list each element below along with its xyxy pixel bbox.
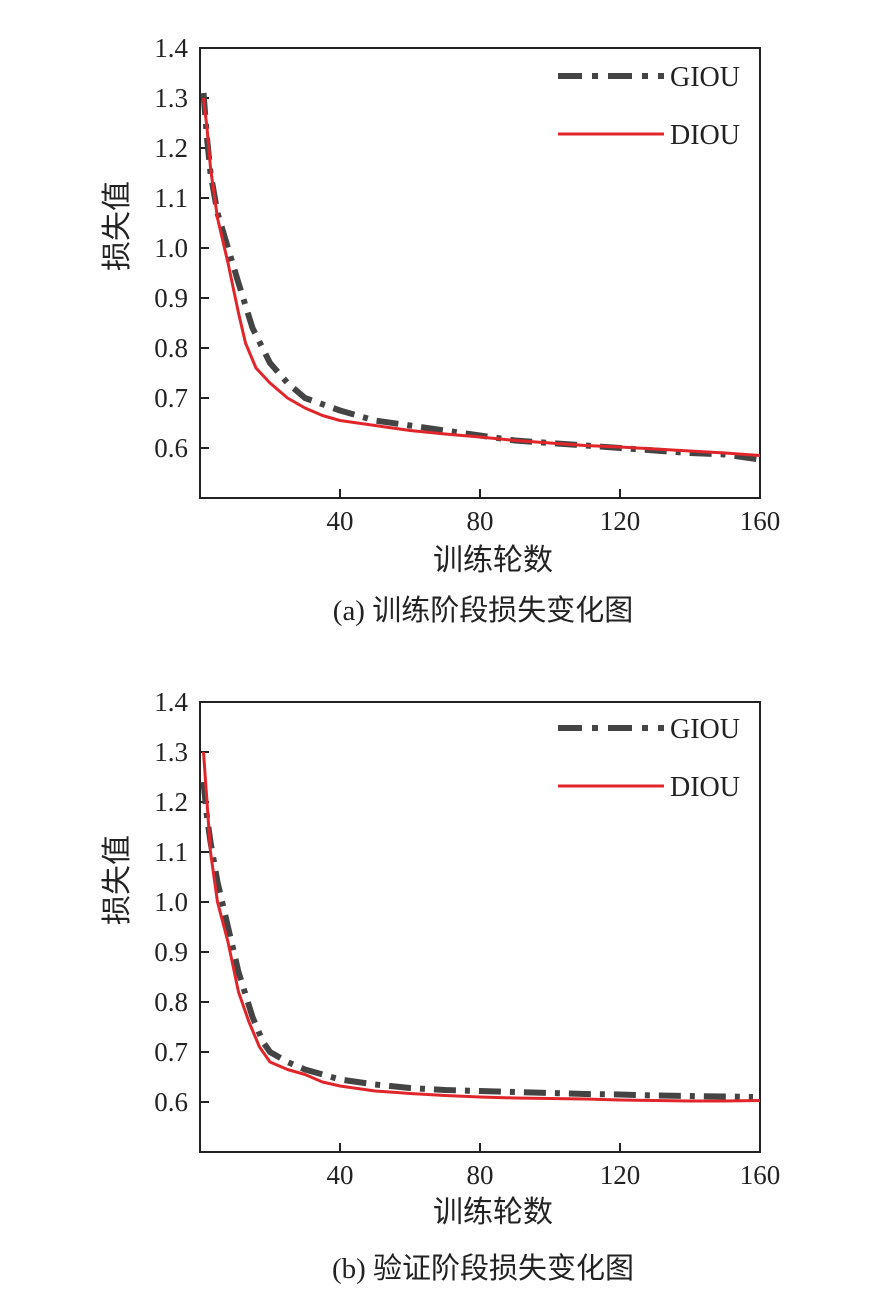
plot-frame [199, 701, 761, 1153]
y-tick-label: 0.9 [154, 937, 188, 967]
x-tick-label: 40 [327, 506, 354, 536]
legend: GIOU DIOU [558, 62, 740, 151]
legend: GIOU DIOU [558, 714, 740, 803]
y-tick-group: 0.6 0.7 0.8 0.9 1.0 1.1 1.2 1.3 1.4 [154, 687, 209, 1117]
y-tick-label: 0.9 [154, 283, 188, 313]
y-tick-label: 1.2 [154, 787, 188, 817]
chart-panel-b: 0.6 0.7 0.8 0.9 1.0 1.1 1.2 1.3 1.4 40 80 120 160 G… [101, 687, 780, 1285]
y-tick-label: 1.3 [154, 83, 188, 113]
series-line-giou [200, 781, 754, 1100]
y-tick-label: 0.7 [154, 1037, 188, 1067]
y-tick-label: 0.6 [154, 1087, 188, 1117]
legend-label-giou: GIOU [670, 62, 740, 93]
y-tick-label: 0.8 [154, 987, 188, 1017]
y-tick-label: 1.3 [154, 737, 188, 767]
x-tick-label: 80 [467, 506, 494, 536]
figure-caption: (b) 验证阶段损失变化图 [332, 1252, 634, 1285]
x-tick-label: 160 [740, 506, 781, 536]
y-tick-label: 1.2 [154, 133, 188, 163]
x-tick-label: 160 [740, 1160, 781, 1190]
x-tick-label: 40 [327, 1160, 354, 1190]
x-tick-label: 120 [600, 506, 641, 536]
series-line-diou [202, 751, 761, 1103]
series-group [200, 92, 761, 463]
x-tick-group: 40 80 120 160 [327, 489, 781, 536]
y-tick-label: 0.7 [154, 383, 188, 413]
chart-panel-a: 0.6 0.7 0.8 0.9 1.0 1.1 1.2 1.3 1.4 40 80 120 160 G… [101, 33, 780, 627]
y-tick-label: 0.8 [154, 333, 188, 363]
y-tick-label: 1.4 [154, 687, 188, 717]
y-axis-label: 损失值 [101, 181, 134, 271]
y-tick-label: 1.4 [154, 33, 188, 63]
series-group [200, 751, 761, 1103]
legend-label-diou: DIOU [670, 120, 740, 151]
y-tick-label: 1.1 [154, 837, 188, 867]
x-tick-group: 40 80 120 160 [327, 1143, 781, 1190]
y-axis-label: 损失值 [101, 835, 134, 925]
y-tick-label: 1.0 [154, 233, 188, 263]
y-tick-label: 0.6 [154, 433, 188, 463]
y-tick-label: 1.0 [154, 887, 188, 917]
x-tick-label: 80 [467, 1160, 494, 1190]
x-axis-label: 训练轮数 [433, 544, 553, 577]
y-tick-group: 0.6 0.7 0.8 0.9 1.0 1.1 1.2 1.3 1.4 [154, 33, 209, 463]
series-line-diou [202, 97, 761, 457]
x-axis-label: 训练轮数 [433, 1196, 553, 1229]
figure-caption: (a) 训练阶段损失变化图 [333, 594, 633, 627]
y-tick-label: 1.1 [154, 183, 188, 213]
plot-frame [199, 47, 761, 499]
legend-label-diou: DIOU [670, 772, 740, 803]
legend-label-giou: GIOU [670, 714, 740, 745]
x-tick-label: 120 [600, 1160, 641, 1190]
